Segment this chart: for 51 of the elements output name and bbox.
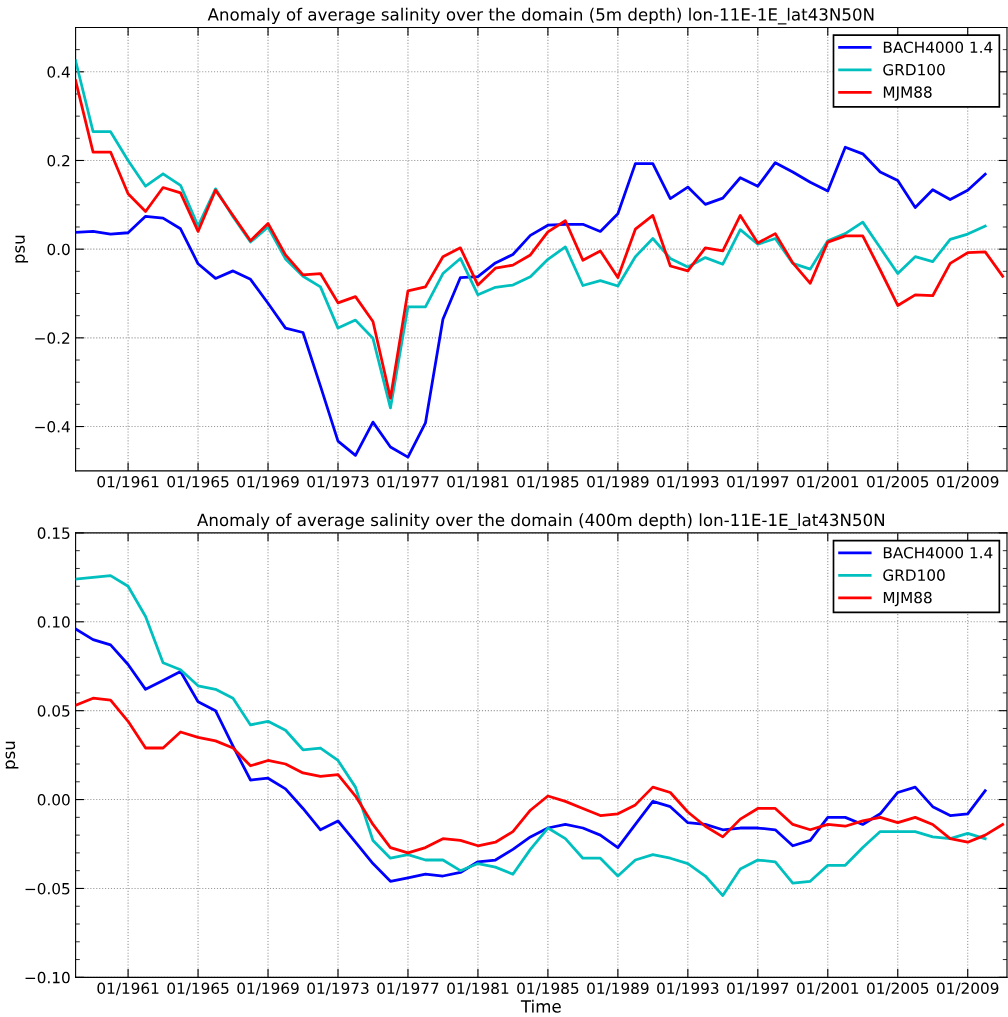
- x-tick-label: 01/1969: [237, 982, 299, 996]
- legend-label: BACH4000 1.4: [883, 41, 993, 54]
- x-tick-label: 01/1961: [97, 982, 159, 996]
- x-tick-label: 01/1973: [307, 982, 369, 996]
- chart-title: Anomaly of average salinity over the domain (400m depth) lon-11E-1E_lat43N50N: [197, 513, 884, 530]
- y-tick-label: −0.4: [35, 421, 70, 433]
- x-tick-label: 01/2005: [867, 476, 929, 489]
- line-series: [75, 696, 1005, 855]
- x-tick-label: 01/2009: [936, 476, 999, 489]
- y-tick-label: 0.2: [47, 154, 70, 167]
- x-tick-label: 01/1989: [587, 982, 649, 996]
- y-tick-label: −0.2: [35, 332, 70, 344]
- x-tick-label: 01/1981: [447, 476, 509, 489]
- x-tick-label: 01/1993: [657, 476, 719, 489]
- y-tick-label: 0.4: [47, 66, 70, 78]
- x-tick-label: 01/1961: [97, 476, 159, 489]
- y-axis-title: psu: [5, 741, 19, 769]
- line-series: [75, 627, 987, 883]
- y-tick-label: 0.05: [37, 705, 70, 717]
- x-tick-label: 01/1997: [727, 476, 789, 489]
- x-tick-label: 01/1969: [237, 476, 299, 489]
- x-tick-label: 01/1981: [447, 982, 509, 996]
- legend-label: MJM88: [883, 591, 932, 607]
- x-tick-label: 01/1985: [517, 982, 579, 996]
- x-tick-label: 01/1965: [167, 982, 229, 996]
- x-tick-label: 01/1997: [727, 982, 789, 996]
- legend-label: GRD100: [883, 63, 945, 76]
- legend-label: BACH4000 1.4: [883, 546, 993, 559]
- line-series: [75, 145, 987, 459]
- x-tick-label: 01/1965: [167, 476, 229, 489]
- legend-label: MJM88: [883, 86, 932, 101]
- x-tick-label: 01/1973: [307, 476, 369, 489]
- x-tick-label: 01/1993: [657, 982, 719, 996]
- x-tick-label: 01/1977: [377, 476, 439, 489]
- legend-label: GRD100: [883, 569, 945, 581]
- x-axis-title: Time: [520, 999, 561, 1013]
- y-tick-label: 0.10: [37, 616, 70, 628]
- y-tick-label: −0.05: [25, 882, 70, 895]
- x-tick-label: 01/1977: [377, 982, 439, 996]
- x-tick-label: 01/2001: [797, 476, 859, 489]
- y-tick-label: 0.00: [37, 794, 70, 806]
- y-tick-label: −0.10: [25, 971, 70, 984]
- x-tick-label: 01/1989: [587, 476, 649, 489]
- x-tick-label: 01/1985: [517, 476, 579, 489]
- y-tick-label: 0.15: [37, 527, 70, 539]
- chart-title: Anomaly of average salinity over the domain (5m depth) lon-11E-1E_lat43N50N: [207, 7, 874, 25]
- x-tick-label: 01/2005: [867, 982, 929, 996]
- x-tick-label: 01/2009: [936, 982, 999, 996]
- y-axis-title: psu: [15, 235, 29, 263]
- x-tick-label: 01/2001: [797, 982, 859, 996]
- y-tick-label: 0.0: [47, 243, 70, 256]
